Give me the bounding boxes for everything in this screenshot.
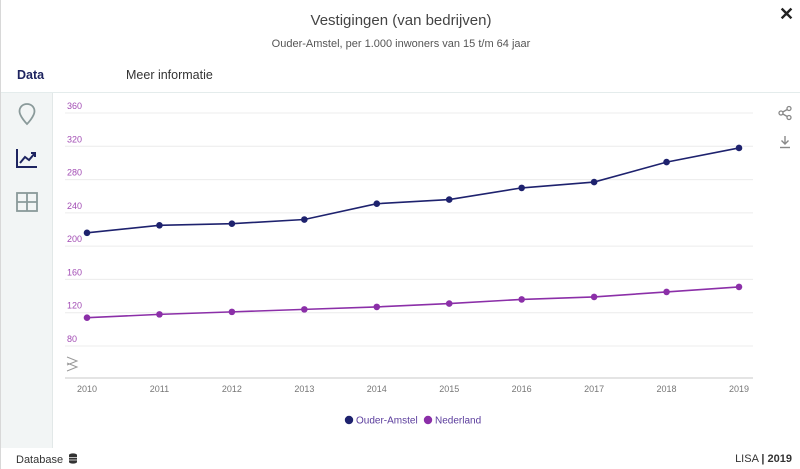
data-point[interactable] bbox=[373, 200, 381, 208]
page-subtitle: Ouder-Amstel, per 1.000 inwoners van 15 … bbox=[271, 38, 531, 50]
legend-marker[interactable] bbox=[344, 415, 354, 425]
source-name: LISA bbox=[735, 453, 759, 465]
x-tick-label: 2012 bbox=[222, 384, 242, 394]
series-line bbox=[86, 147, 740, 234]
data-point[interactable] bbox=[156, 311, 163, 318]
x-tick-label: 2014 bbox=[367, 384, 387, 394]
data-point[interactable] bbox=[518, 184, 525, 192]
line-chart-icon[interactable] bbox=[14, 145, 40, 171]
chart-grid bbox=[65, 112, 753, 379]
legend-label[interactable]: Nederland bbox=[435, 416, 481, 427]
data-point[interactable] bbox=[373, 303, 381, 311]
y-tick-label: 240 bbox=[67, 201, 82, 211]
tab-meer-informatie[interactable]: Meer informatie bbox=[126, 68, 213, 82]
x-tick-label: 2018 bbox=[657, 384, 677, 394]
axis-break-icon bbox=[66, 356, 79, 372]
y-tick-label: 280 bbox=[67, 168, 82, 178]
data-point[interactable] bbox=[83, 229, 91, 237]
y-tick-label: 320 bbox=[67, 134, 82, 144]
data-point[interactable] bbox=[156, 222, 163, 229]
database-icon bbox=[69, 453, 78, 464]
page-title: Vestigingen (van bedrijven) bbox=[310, 12, 492, 29]
source-separator: | bbox=[761, 453, 765, 465]
data-point[interactable] bbox=[663, 158, 670, 166]
data-point[interactable] bbox=[590, 293, 598, 301]
x-tick-label: 2010 bbox=[77, 384, 97, 394]
x-tick-label: 2015 bbox=[439, 384, 459, 394]
tab-data[interactable]: Data bbox=[17, 68, 45, 82]
source-label: LISA | 2019 bbox=[735, 453, 792, 465]
database-label: Database bbox=[16, 454, 64, 466]
data-point[interactable] bbox=[663, 288, 670, 296]
x-tick-label: 2019 bbox=[729, 384, 749, 394]
series-line bbox=[86, 286, 740, 319]
y-tick-label: 80 bbox=[67, 334, 77, 344]
series-lines bbox=[86, 147, 740, 319]
legend-marker[interactable] bbox=[423, 415, 433, 425]
data-point[interactable] bbox=[735, 144, 743, 152]
source-year: 2019 bbox=[767, 453, 792, 465]
y-tick-label: 160 bbox=[67, 267, 82, 277]
tab-bar: Data Meer informatie bbox=[1, 61, 800, 93]
data-point[interactable] bbox=[228, 308, 236, 316]
x-tick-label: 2016 bbox=[512, 384, 532, 394]
data-point[interactable] bbox=[228, 220, 236, 227]
legend-label[interactable]: Ouder-Amstel bbox=[356, 416, 418, 427]
download-icon[interactable] bbox=[777, 134, 793, 150]
y-tick-label: 200 bbox=[67, 234, 82, 244]
x-tick-label: 2013 bbox=[294, 384, 314, 394]
data-point[interactable] bbox=[301, 306, 308, 313]
x-tick-label: 2011 bbox=[150, 384, 169, 394]
y-tick-label: 360 bbox=[67, 101, 82, 111]
series-points bbox=[83, 144, 743, 322]
data-point[interactable] bbox=[518, 296, 525, 303]
share-icon[interactable] bbox=[777, 105, 793, 121]
x-axis-ticks: 2010 2011 2012 2013 2014 2015 2016 2017 2018 2019 bbox=[77, 384, 749, 394]
x-tick-label: 2017 bbox=[584, 384, 604, 394]
y-tick-label: 120 bbox=[67, 301, 82, 311]
close-icon[interactable]: ✕ bbox=[779, 4, 795, 24]
data-point[interactable] bbox=[301, 216, 308, 223]
data-point[interactable] bbox=[735, 283, 743, 291]
line-chart: 80 120 160 200 240 280 320 360 2010 2011 2012 2013… bbox=[65, 101, 753, 427]
data-point[interactable] bbox=[445, 196, 453, 203]
table-icon[interactable] bbox=[14, 189, 40, 215]
map-pin-icon[interactable] bbox=[14, 101, 40, 127]
data-point[interactable] bbox=[590, 178, 598, 186]
data-point[interactable] bbox=[445, 300, 453, 307]
y-axis-ticks: 80 120 160 200 240 280 320 360 bbox=[67, 101, 82, 344]
chart-legend: Ouder-Amstel Nederland bbox=[344, 415, 481, 427]
data-point[interactable] bbox=[83, 314, 91, 322]
sidebar bbox=[1, 93, 53, 448]
database-link[interactable]: Database bbox=[16, 453, 78, 466]
